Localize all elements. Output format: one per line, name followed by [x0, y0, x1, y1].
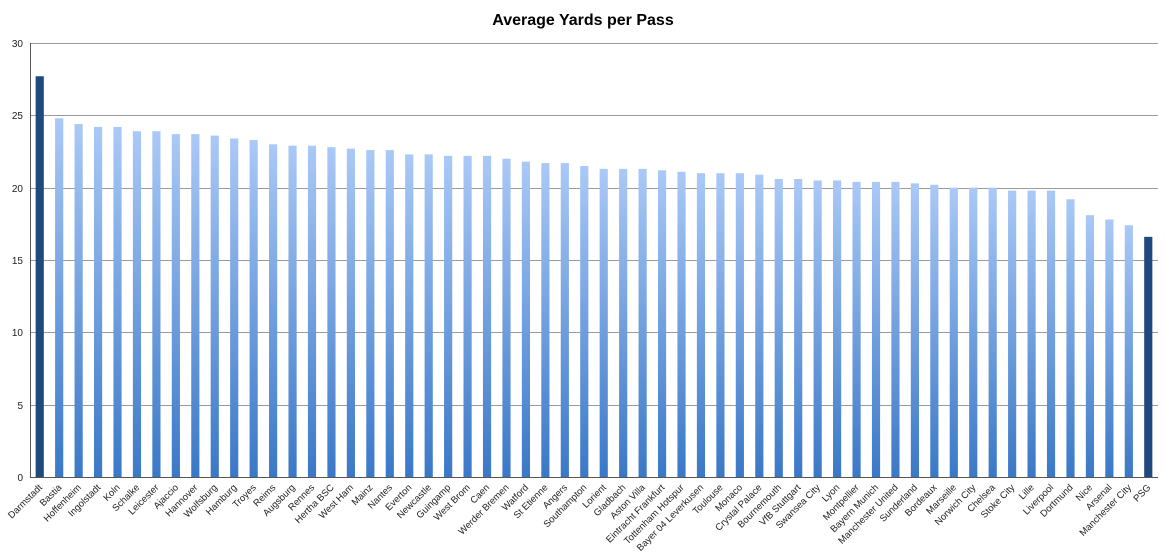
- bar: [988, 187, 997, 478]
- bar: [35, 76, 44, 478]
- bar: [132, 131, 142, 477]
- bar: [599, 168, 608, 478]
- chart-title: Average Yards per Pass: [492, 12, 674, 29]
- bar: [1027, 190, 1036, 477]
- bar: [152, 131, 161, 477]
- bar: [346, 148, 355, 478]
- bar: [541, 163, 550, 477]
- bar: [191, 134, 200, 477]
- bar: [735, 173, 744, 477]
- bar: [307, 145, 317, 477]
- bar: [910, 183, 919, 477]
- bar: [93, 126, 103, 477]
- bar: [463, 155, 472, 477]
- bar: [444, 155, 453, 477]
- bar: [969, 187, 978, 478]
- bar: [113, 126, 122, 477]
- bar: [502, 158, 511, 478]
- bar: [774, 178, 783, 478]
- bar: [755, 174, 764, 477]
- bar: [1144, 236, 1153, 477]
- bar: [405, 154, 414, 477]
- bar: [696, 173, 706, 477]
- bar: [230, 138, 239, 478]
- y-axis: 0 5 10 15 20 25 30: [12, 39, 24, 484]
- bar: [871, 181, 881, 477]
- bar: [1124, 225, 1133, 477]
- x-tick-label: PSG: [1131, 482, 1153, 504]
- bar: [1085, 215, 1095, 477]
- bar: [1066, 199, 1075, 478]
- bar: [1105, 219, 1114, 478]
- y-tick-label: 15: [12, 256, 24, 267]
- bar: [716, 173, 725, 477]
- bar: [657, 170, 667, 477]
- bar: [249, 139, 258, 477]
- y-tick-label: 25: [12, 111, 24, 122]
- bar: [366, 150, 375, 478]
- bar: [385, 150, 394, 478]
- bar: [521, 161, 531, 477]
- bar: [794, 178, 803, 478]
- bar: [269, 144, 278, 477]
- bar: [1046, 190, 1056, 477]
- bar: [677, 171, 686, 477]
- bar: [949, 187, 958, 478]
- bar: [619, 168, 628, 478]
- bar: [833, 180, 842, 477]
- bar: [813, 180, 822, 477]
- y-tick-label: 30: [12, 39, 24, 50]
- bar: [638, 168, 647, 478]
- y-tick-label: 0: [17, 473, 23, 484]
- bar: [580, 165, 589, 477]
- bar: [171, 134, 180, 477]
- y-tick-label: 10: [12, 328, 24, 339]
- bar: [1008, 190, 1017, 477]
- bar: [891, 181, 900, 477]
- bar: [55, 118, 64, 477]
- bars: [35, 76, 1153, 478]
- bar: [327, 147, 336, 477]
- bar: [482, 155, 492, 477]
- bar: [930, 184, 939, 477]
- x-axis: DarmstadtBastiaHoffenheimIngolstadtKolnS…: [6, 482, 1153, 554]
- y-tick-label: 20: [12, 184, 24, 195]
- bar: [288, 145, 297, 477]
- bar: [74, 124, 83, 477]
- bar: [560, 163, 569, 477]
- bar: [852, 181, 861, 477]
- bar: [210, 135, 219, 477]
- bar: [424, 154, 433, 477]
- y-tick-label: 5: [17, 401, 23, 412]
